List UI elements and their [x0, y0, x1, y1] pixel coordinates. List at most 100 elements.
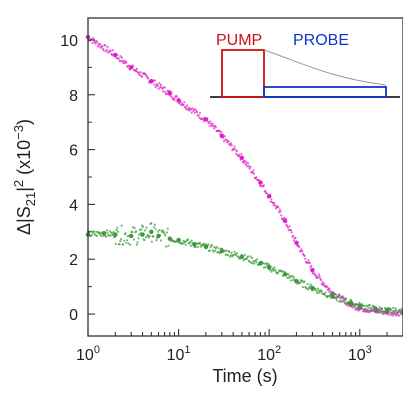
trace-dot — [108, 229, 111, 233]
trace-dot — [364, 307, 367, 310]
trace-dot — [147, 77, 150, 80]
trace-dot — [119, 240, 122, 243]
y-axis-title-open: (x10 — [14, 140, 34, 180]
trace-dot — [222, 136, 225, 139]
trace-dot — [286, 272, 290, 275]
trace-dot — [140, 228, 143, 231]
trace-dot — [348, 301, 351, 304]
trace-dot — [318, 291, 321, 294]
trace-dot — [391, 310, 394, 313]
trace-dot — [316, 291, 319, 295]
series-2 — [85, 222, 403, 316]
trace-dot — [335, 293, 338, 296]
trace-dot — [182, 103, 185, 107]
trace-dot — [298, 246, 301, 249]
trace-dot — [249, 165, 252, 168]
trace-dot — [127, 64, 130, 67]
trace-dot — [230, 144, 233, 147]
trace-dot — [249, 255, 252, 258]
trace-dot — [129, 243, 132, 246]
trace-dot — [137, 71, 140, 74]
trace-dot — [194, 108, 197, 111]
trace-dot — [280, 214, 283, 217]
trace-dot — [342, 299, 345, 302]
trace-dot — [144, 236, 147, 239]
trace-dot — [335, 299, 338, 302]
probe-label: PROBE — [293, 32, 349, 49]
y-tick-label: 6 — [69, 143, 78, 160]
trace-dot — [338, 295, 341, 298]
trace-dot — [369, 307, 372, 310]
trace-dot — [380, 307, 383, 310]
trace-dot — [248, 167, 251, 170]
trace-dot — [260, 181, 263, 184]
trace-dot — [281, 274, 284, 277]
trace-dot — [154, 86, 157, 89]
trace-dot — [223, 140, 226, 143]
trace-dot — [378, 306, 381, 309]
trace-dot — [228, 250, 231, 254]
trace-dot — [156, 237, 159, 240]
trace-dot — [301, 286, 305, 289]
trace-dot — [328, 287, 331, 290]
trace-dot — [312, 267, 315, 271]
y-ticks: 0 2 4 6 8 10 — [60, 33, 95, 324]
trace-dot — [173, 99, 176, 102]
trace-dot — [209, 120, 212, 123]
trace-dot — [395, 309, 398, 312]
trace-dot — [196, 245, 199, 249]
y-tick-label: 8 — [69, 88, 78, 105]
trace-dot — [220, 130, 223, 133]
trace-dot — [353, 305, 356, 308]
trace-dot — [368, 304, 371, 307]
trace-dot — [326, 285, 329, 288]
trace-dot — [301, 279, 304, 282]
trace-dot — [217, 247, 220, 250]
trace-dot — [94, 42, 97, 45]
trace-dot — [135, 67, 138, 71]
trace-dot — [167, 244, 170, 247]
trace-dot — [219, 252, 222, 255]
trace-dot — [270, 270, 273, 273]
trace-dot — [252, 169, 255, 172]
trace-dot — [213, 246, 216, 249]
trace-dot — [94, 233, 97, 236]
trace-dot — [288, 225, 291, 228]
trace-dot — [329, 296, 332, 299]
trace-dot — [292, 276, 296, 279]
trace-dot — [253, 262, 256, 265]
trace-dot — [247, 162, 250, 165]
series-1 — [85, 35, 403, 317]
trace-dot — [120, 56, 123, 59]
trace-dot — [238, 155, 241, 158]
trace-dot — [135, 243, 138, 246]
trace-dot — [215, 245, 218, 248]
trace-dot — [120, 237, 123, 241]
trace-dot — [159, 239, 162, 242]
trace-dot — [262, 184, 265, 187]
trace-dot — [197, 114, 200, 117]
trace-dot — [289, 229, 293, 232]
trace-dot — [257, 179, 260, 182]
trace-dot — [273, 201, 276, 204]
trace-dot — [114, 235, 117, 239]
trace-dot — [137, 237, 140, 240]
trace-dot — [392, 313, 396, 316]
trace-dot — [116, 226, 119, 229]
trace-dot — [156, 84, 159, 87]
trace-dot — [208, 124, 211, 128]
trace-dot — [152, 235, 155, 238]
trace-dot — [295, 240, 298, 243]
trace-dot — [296, 282, 299, 285]
trace-dot — [175, 95, 178, 98]
trace-dot — [390, 311, 393, 314]
trace-dot — [111, 233, 114, 237]
trace-dot — [164, 234, 167, 237]
trace-dot — [90, 233, 93, 237]
trace-dot — [141, 75, 144, 78]
trace-dot — [244, 163, 247, 166]
trace-dot — [303, 254, 306, 257]
trace-dot — [156, 230, 159, 233]
trace-dot — [386, 309, 389, 312]
trace-dot — [244, 253, 247, 256]
